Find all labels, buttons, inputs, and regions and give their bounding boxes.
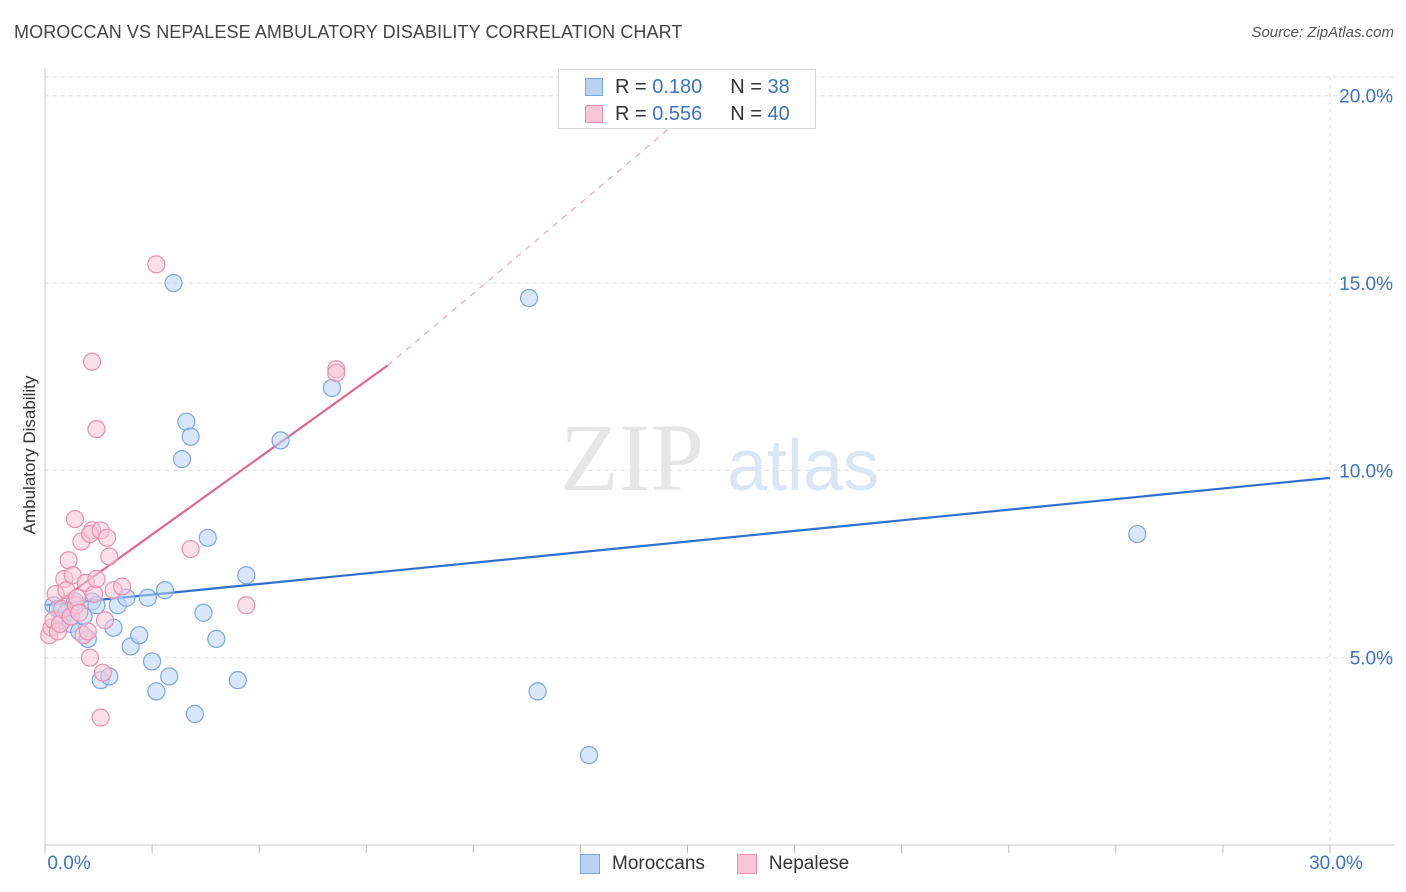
nepalese-point [87, 420, 106, 439]
y-tick-label: 15.0% [1339, 274, 1393, 295]
moroccan-point [164, 273, 183, 293]
nepalese-point [83, 352, 102, 371]
legend-item-nepalese: Nepalese [736, 853, 850, 875]
legend-label-moroccans: Moroccans [612, 853, 705, 874]
legend-item-moroccans: Moroccans [580, 853, 705, 875]
nepalese-point [70, 603, 89, 622]
moroccan-point [181, 427, 200, 446]
y-axis-label: Ambulatory Disability [20, 375, 39, 535]
data-points [40, 255, 1147, 765]
legend-label-nepalese: Nepalese [768, 853, 850, 874]
moroccan-point [177, 412, 196, 431]
nepalese-point [65, 509, 85, 529]
nepalese-point [181, 539, 200, 559]
nepalese-point [91, 708, 110, 727]
nepalese-point [147, 255, 166, 274]
x-tick-label: 30.0% [1309, 853, 1363, 874]
nepalese-point [237, 596, 256, 615]
moroccan-point [528, 682, 547, 701]
moroccan-point [160, 667, 179, 686]
nepalese-point [78, 622, 97, 641]
moroccan-point [237, 566, 256, 585]
moroccan-point [138, 588, 157, 607]
legend-n-value: 38 [767, 75, 790, 98]
grid-lines [45, 76, 1395, 845]
moroccan-trend-line [44, 476, 1331, 607]
correlation-legend: R = 0.180 N = 38 R = 0.556 N = 40 [558, 69, 816, 129]
source-note: Source: ZipAtlas.com [1251, 24, 1394, 41]
moroccan-point [519, 288, 539, 308]
nepalese-point [80, 648, 100, 667]
moroccan-point [147, 682, 166, 701]
chart-title: MOROCCAN VS NEPALESE AMBULATORY DISABILI… [14, 22, 683, 42]
nepalese-point [68, 588, 87, 607]
moroccan-point [198, 528, 217, 547]
watermark: ZIP atlas [560, 404, 879, 511]
legend-row-nepalese: R = 0.556 N = 40 [585, 102, 790, 126]
moroccan-point [130, 626, 149, 645]
moroccan-point [142, 652, 162, 671]
nepalese-point [112, 577, 132, 596]
moroccan-point [155, 581, 175, 600]
series-legend: Moroccans Nepalese [580, 852, 881, 876]
legend-swatch-pink [585, 105, 603, 123]
nepalese-point [87, 569, 106, 589]
y-tick-label: 10.0% [1339, 461, 1393, 482]
moroccan-point [1128, 524, 1147, 544]
x-tick-label: 0.0% [47, 853, 90, 874]
nepalese-point [100, 547, 119, 566]
moroccan-point [271, 431, 290, 450]
nepalese-point [93, 663, 112, 682]
legend-swatch-pink [736, 854, 757, 874]
legend-n-label: N = [730, 102, 762, 125]
legend-r-value: 0.556 [652, 102, 703, 125]
legend-r-label: R = [615, 102, 647, 125]
watermark-atlas: atlas [727, 426, 879, 506]
legend-swatch-blue [585, 78, 603, 96]
nepalese-point [59, 551, 78, 570]
moroccan-point [172, 450, 192, 469]
moroccan-point [228, 671, 247, 690]
moroccan-point [579, 745, 599, 765]
moroccan-point [185, 704, 205, 723]
legend-n-value: 40 [767, 102, 790, 125]
moroccan-point [322, 378, 342, 398]
tick-labels: 5.0% 10.0% 15.0% 20.0% 0.0% 30.0% [47, 87, 1393, 874]
moroccan-point [194, 603, 213, 622]
nepalese-point [85, 584, 104, 604]
watermark-zip: ZIP [560, 404, 704, 511]
legend-row-moroccans: R = 0.180 N = 38 [585, 75, 790, 99]
nepalese-point [95, 611, 115, 630]
moroccan-point [207, 629, 226, 649]
nepalese-point [327, 363, 346, 383]
y-tick-label: 5.0% [1350, 649, 1393, 670]
legend-n-label: N = [730, 75, 762, 98]
legend-swatch-blue [580, 854, 600, 874]
nepalese-point [98, 528, 117, 547]
axes [44, 68, 1395, 853]
y-tick-label: 20.0% [1339, 87, 1393, 108]
legend-r-value: 0.180 [652, 75, 703, 98]
legend-r-label: R = [615, 75, 647, 98]
nepalese-trend-line [52, 364, 389, 607]
